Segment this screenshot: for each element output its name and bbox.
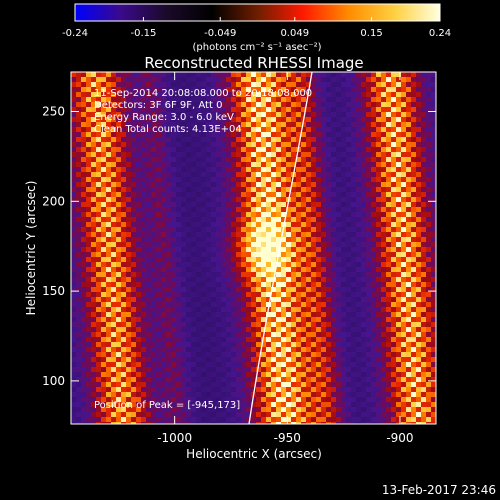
footer-date: 13-Feb-2017 23:46 [382, 483, 496, 497]
colorbar-tick-label: 0.15 [360, 28, 382, 39]
solar-limb-line [248, 72, 313, 424]
annotation-energy: Energy Range: 3.0 - 6.0 keV [94, 112, 234, 123]
x-axis: -1000 -950 -900 [157, 72, 414, 445]
colorbar-tick-label: -0.15 [131, 28, 157, 39]
annotation-counts: Clean Total counts: 4.13E+04 [94, 124, 242, 135]
y-tick-label: 250 [42, 105, 65, 119]
y-axis: 100 150 200 250 [42, 105, 436, 388]
y-tick-label: 200 [42, 194, 65, 208]
y-axis-label: Heliocentric Y (arcsec) [24, 181, 38, 316]
plot-frame [70, 71, 437, 425]
y-tick-label: 100 [42, 374, 65, 388]
x-tick-label: -950 [274, 431, 301, 445]
y-tick-label: 150 [42, 284, 65, 298]
colorbar-tick-label: 0.24 [429, 28, 451, 39]
colorbar [74, 3, 441, 22]
colorbar-ticks: -0.24 -0.15 -0.049 0.049 0.15 0.24 [62, 17, 451, 39]
colorbar-tick-label: -0.24 [62, 28, 88, 39]
colorbar-tick-label: 0.049 [280, 28, 309, 39]
plot-title: Reconstructed RHESSI Image [144, 54, 363, 72]
annotation-detectors: Detectors: 3F 6F 9F, Att 0 [94, 100, 222, 111]
x-tick-label: -1000 [157, 431, 192, 445]
colorbar-units: (photons cm⁻² s⁻¹ asec⁻²) [192, 42, 321, 53]
x-tick-label: -900 [386, 431, 413, 445]
x-axis-label: Heliocentric X (arcsec) [186, 447, 322, 461]
annotation-time: 11-Sep-2014 20:08:08.000 to 20:18:08.000 [94, 88, 312, 99]
image-annotations: 11-Sep-2014 20:08:08.000 to 20:18:08.000… [94, 88, 312, 135]
heatmap [71, 72, 436, 424]
colorbar-tick-label: -0.049 [204, 28, 236, 39]
peak-position-label: Position of Peak = [-945,173] [94, 400, 240, 411]
